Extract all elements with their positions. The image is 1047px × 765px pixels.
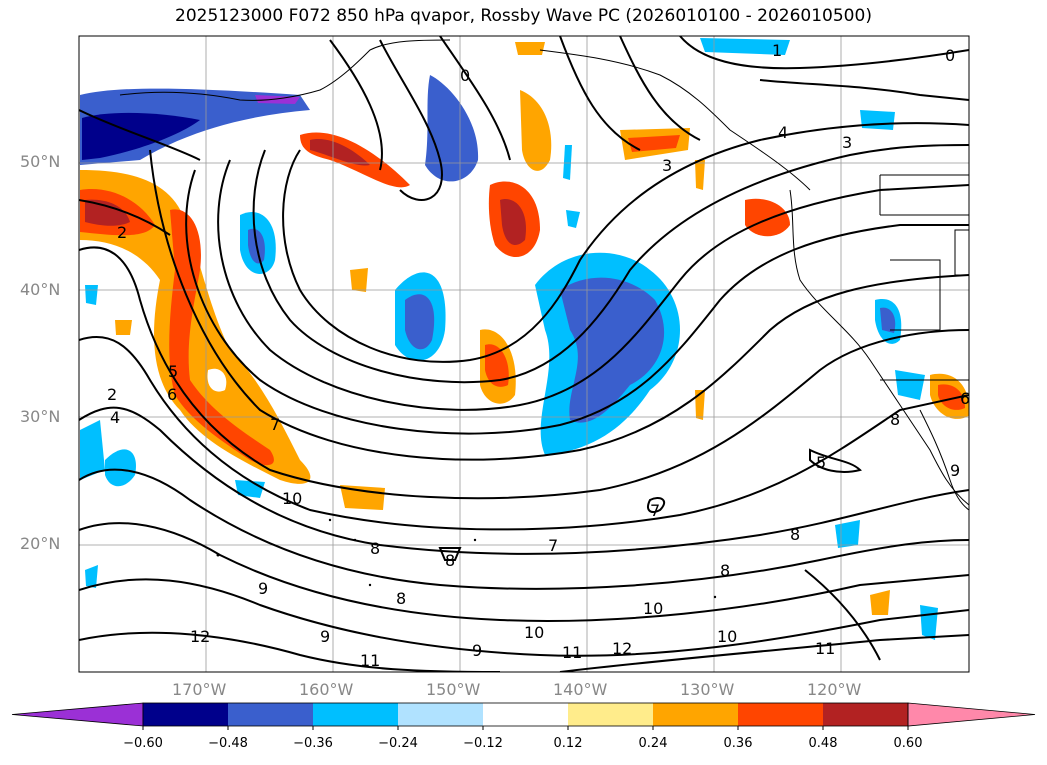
lon-label-120w: 120°W <box>807 680 862 699</box>
contour-label: 6 <box>167 385 177 404</box>
contour-label: 8 <box>445 551 455 570</box>
lat-label-20: 20°N <box>20 534 61 553</box>
contour-label: 3 <box>842 133 852 152</box>
colorbar-segment <box>738 703 823 726</box>
colorbar-tick-label: 0.12 <box>553 736 583 751</box>
islands <box>216 518 717 599</box>
lon-label-140w: 140°W <box>553 680 608 699</box>
contour-label: 12 <box>612 639 632 658</box>
colorbar <box>11 702 1036 730</box>
contour-label: 4 <box>778 123 788 142</box>
colorbar-tick-label: 0.48 <box>808 736 838 751</box>
contour-label: 10 <box>524 623 544 642</box>
contour-label: 7 <box>270 415 280 434</box>
colorbar-segment <box>313 703 398 726</box>
map-title: 2025123000 F072 850 hPa qvapor, Rossby W… <box>175 6 872 26</box>
negative-anomalies <box>80 38 938 640</box>
lat-label-30: 30°N <box>20 407 61 426</box>
contour-label: 11 <box>360 651 380 670</box>
contour-label: 2 <box>107 385 117 404</box>
contour-label: 9 <box>258 579 268 598</box>
contour-label: 8 <box>890 410 900 429</box>
contour-label: 7 <box>548 536 558 555</box>
contour-label: 2 <box>117 223 127 242</box>
colorbar-tick-label: −0.48 <box>208 736 248 751</box>
contour-label: 0 <box>945 46 955 65</box>
contour-label: 6 <box>960 389 970 408</box>
lon-label-160w: 160°W <box>299 680 354 699</box>
contour-label: 9 <box>950 461 960 480</box>
contour-label: 8 <box>396 589 406 608</box>
coastlines <box>119 39 969 511</box>
colorbar-segment <box>568 703 653 726</box>
colorbar-extend-high <box>907 702 1036 727</box>
colorbar-tick-label: −0.24 <box>378 736 418 751</box>
contour-label: 0 <box>460 66 470 85</box>
contour-label: 9 <box>320 627 330 646</box>
contour-label: 11 <box>562 643 582 662</box>
contour-label: 5 <box>168 362 178 381</box>
graticule <box>79 36 969 672</box>
contour-label: 8 <box>370 539 380 558</box>
lon-label-150w: 150°W <box>426 680 481 699</box>
lat-label-50: 50°N <box>20 152 61 171</box>
colorbar-outline <box>142 702 909 727</box>
colorbar-tick-label: −0.12 <box>463 736 503 751</box>
contour-label: 10 <box>282 489 302 508</box>
colorbar-tick-label: 0.60 <box>893 736 923 751</box>
contour-label: 8 <box>720 561 730 580</box>
contours <box>79 36 969 672</box>
colorbar-tick-label: 0.36 <box>723 736 753 751</box>
contour-label: 11 <box>815 639 835 658</box>
colorbar-tick-label: 0.24 <box>638 736 668 751</box>
map-frame <box>78 35 970 673</box>
colorbar-tick-label: −0.60 <box>123 736 163 751</box>
lon-label-130w: 130°W <box>680 680 735 699</box>
colorbar-extend-low <box>11 702 144 727</box>
contour-label: 3 <box>662 156 672 175</box>
colorbar-segment <box>483 703 568 726</box>
contour-label: 4 <box>110 408 120 427</box>
contour-label: 8 <box>790 525 800 544</box>
contour-label: 10 <box>643 599 663 618</box>
colorbar-segment <box>398 703 483 726</box>
contour-label: 5 <box>816 453 826 472</box>
contour-label: 7 <box>650 501 660 520</box>
colorbar-segment <box>143 703 228 726</box>
colorbar-segment <box>823 703 908 726</box>
positive-anomalies <box>80 42 969 615</box>
colorbar-segment <box>228 703 313 726</box>
contour-label: 9 <box>472 641 482 660</box>
colorbar-segment <box>653 703 738 726</box>
map-panel <box>79 36 969 672</box>
colorbar-tick-label: −0.36 <box>293 736 333 751</box>
contour-label: 12 <box>190 627 210 646</box>
lon-label-170w: 170°W <box>172 680 227 699</box>
contour-label: 10 <box>717 627 737 646</box>
lat-label-40: 40°N <box>20 280 61 299</box>
contour-label: 1 <box>772 41 782 60</box>
